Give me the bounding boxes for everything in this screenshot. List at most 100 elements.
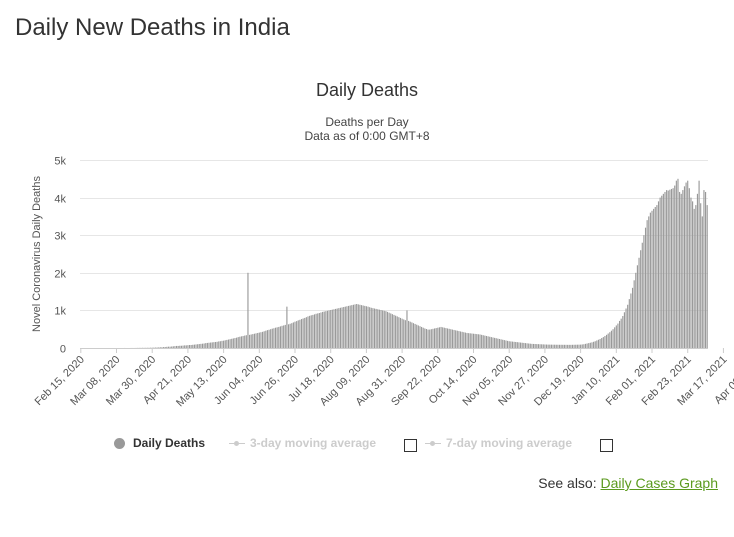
- bar[interactable]: [644, 227, 647, 348]
- bar[interactable]: [692, 201, 694, 348]
- bar[interactable]: [341, 307, 343, 348]
- bar[interactable]: [453, 329, 455, 348]
- bar[interactable]: [210, 342, 212, 348]
- bar[interactable]: [236, 337, 238, 348]
- bar[interactable]: [666, 190, 668, 348]
- bar[interactable]: [485, 335, 488, 348]
- bar[interactable]: [586, 343, 588, 348]
- bar[interactable]: [646, 220, 648, 348]
- bar[interactable]: [411, 322, 413, 348]
- bar[interactable]: [261, 331, 264, 348]
- bar[interactable]: [158, 347, 160, 348]
- bar[interactable]: [239, 336, 241, 348]
- bar[interactable]: [422, 327, 424, 348]
- bar[interactable]: [531, 343, 533, 348]
- bar[interactable]: [594, 341, 596, 348]
- bar[interactable]: [558, 344, 561, 348]
- bar[interactable]: [654, 207, 656, 348]
- bar[interactable]: [270, 329, 272, 348]
- bar[interactable]: [633, 280, 635, 348]
- bar[interactable]: [419, 326, 421, 348]
- bar[interactable]: [524, 343, 527, 348]
- bar[interactable]: [370, 307, 372, 348]
- bar[interactable]: [610, 330, 613, 348]
- bar[interactable]: [352, 304, 354, 348]
- bar[interactable]: [200, 343, 202, 348]
- bar[interactable]: [320, 312, 322, 348]
- bar[interactable]: [190, 344, 192, 348]
- bar[interactable]: [643, 235, 645, 348]
- bar[interactable]: [421, 326, 423, 348]
- bar[interactable]: [362, 305, 364, 348]
- bar[interactable]: [427, 329, 429, 348]
- bar[interactable]: [518, 342, 520, 348]
- bar[interactable]: [701, 216, 703, 348]
- bar[interactable]: [705, 191, 707, 348]
- bar[interactable]: [581, 344, 583, 348]
- bar[interactable]: [227, 339, 230, 348]
- bar[interactable]: [247, 272, 249, 348]
- bar[interactable]: [171, 346, 173, 349]
- bar[interactable]: [476, 334, 478, 348]
- bar[interactable]: [550, 344, 552, 348]
- bar[interactable]: [226, 339, 228, 348]
- bar[interactable]: [284, 324, 286, 348]
- bar[interactable]: [537, 344, 539, 348]
- bar[interactable]: [696, 193, 699, 348]
- bar[interactable]: [250, 334, 252, 348]
- bar[interactable]: [205, 343, 207, 348]
- bar[interactable]: [174, 346, 176, 348]
- bar[interactable]: [253, 333, 256, 348]
- bar[interactable]: [513, 341, 515, 348]
- bar[interactable]: [377, 309, 379, 348]
- bar[interactable]: [283, 325, 285, 348]
- bar[interactable]: [589, 342, 591, 348]
- bar[interactable]: [677, 178, 679, 348]
- bar[interactable]: [690, 197, 692, 348]
- bar[interactable]: [661, 195, 663, 348]
- bar[interactable]: [273, 328, 275, 348]
- bar[interactable]: [541, 344, 543, 348]
- bar[interactable]: [300, 319, 303, 348]
- bar[interactable]: [662, 193, 664, 348]
- bar[interactable]: [367, 306, 369, 348]
- bar[interactable]: [497, 338, 499, 348]
- bar[interactable]: [451, 329, 453, 348]
- bar[interactable]: [503, 340, 505, 348]
- bar[interactable]: [292, 322, 294, 348]
- bar[interactable]: [597, 339, 600, 348]
- bar[interactable]: [223, 340, 225, 348]
- bar[interactable]: [602, 337, 604, 348]
- bar[interactable]: [276, 327, 278, 348]
- bar[interactable]: [219, 341, 221, 348]
- bar[interactable]: [180, 345, 182, 348]
- bar[interactable]: [505, 340, 507, 348]
- bar[interactable]: [599, 338, 601, 348]
- bar[interactable]: [683, 186, 686, 348]
- bar[interactable]: [674, 185, 676, 348]
- bar[interactable]: [623, 312, 625, 348]
- bar[interactable]: [520, 342, 522, 348]
- bar[interactable]: [432, 328, 434, 348]
- bar[interactable]: [360, 305, 363, 348]
- bar[interactable]: [221, 340, 223, 348]
- bar[interactable]: [343, 307, 345, 348]
- bar[interactable]: [450, 329, 452, 348]
- bar[interactable]: [213, 342, 215, 348]
- bar[interactable]: [481, 334, 483, 348]
- bar[interactable]: [601, 338, 603, 348]
- bar[interactable]: [516, 342, 518, 348]
- bar[interactable]: [498, 338, 501, 348]
- bar[interactable]: [232, 338, 234, 348]
- legend-item-3-day-moving-average[interactable]: 3-day moving average: [229, 436, 376, 450]
- bar[interactable]: [182, 345, 184, 348]
- bar[interactable]: [271, 328, 273, 348]
- bar[interactable]: [274, 327, 277, 348]
- bar[interactable]: [313, 314, 316, 348]
- bar[interactable]: [265, 330, 267, 348]
- bar[interactable]: [281, 325, 283, 348]
- bar[interactable]: [461, 331, 463, 348]
- bar[interactable]: [469, 333, 471, 348]
- bar[interactable]: [606, 334, 608, 348]
- bar[interactable]: [354, 304, 356, 348]
